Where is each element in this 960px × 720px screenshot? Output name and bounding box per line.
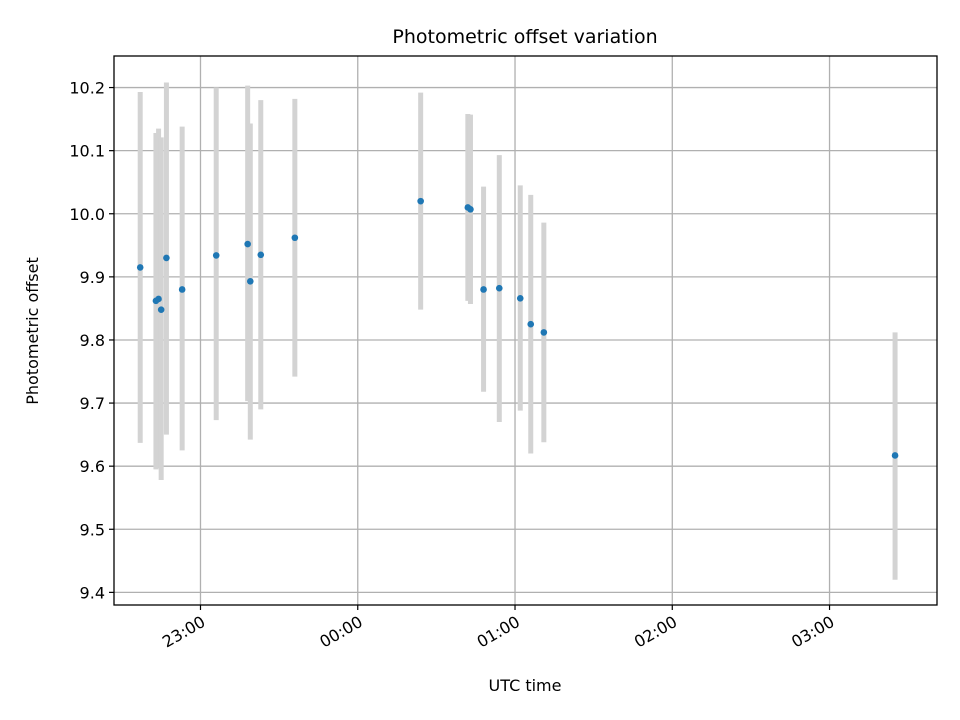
y-tick-label: 10.1 (69, 142, 105, 161)
point-layer (136, 197, 899, 459)
chart-title: Photometric offset variation (392, 26, 657, 48)
y-tick-label: 9.5 (80, 520, 105, 539)
y-tick-label: 10.0 (69, 205, 105, 224)
data-point (495, 284, 503, 292)
data-point (891, 452, 899, 459)
data-point (246, 277, 254, 285)
data-point (212, 252, 220, 259)
data-point (163, 254, 170, 262)
data-point (467, 206, 474, 213)
y-tick-label: 10.2 (69, 79, 105, 98)
data-point (178, 286, 186, 293)
data-point (291, 234, 299, 242)
data-point (244, 240, 251, 248)
y-tick-label: 9.4 (80, 583, 105, 602)
y-tick-label: 9.9 (80, 268, 105, 287)
data-point (257, 251, 265, 259)
x-axis-title: UTC time (489, 676, 562, 695)
y-tick-label: 9.8 (80, 331, 105, 350)
data-point (136, 264, 144, 271)
y-axis: 9.4 9.5 9.6 9.7 9.8 9.9 10.0 10.1 10.2 (69, 79, 114, 602)
data-point (155, 295, 162, 303)
plot-frame (113, 55, 938, 606)
y-tick-label: 9.7 (80, 394, 105, 413)
data-point (540, 329, 548, 336)
data-point (480, 286, 487, 293)
data-point (157, 306, 165, 313)
data-point (516, 295, 524, 302)
y-tick-label: 9.6 (80, 457, 105, 476)
y-axis-title: Photometric offset (23, 257, 42, 405)
data-point (527, 320, 535, 328)
data-point (417, 197, 424, 205)
